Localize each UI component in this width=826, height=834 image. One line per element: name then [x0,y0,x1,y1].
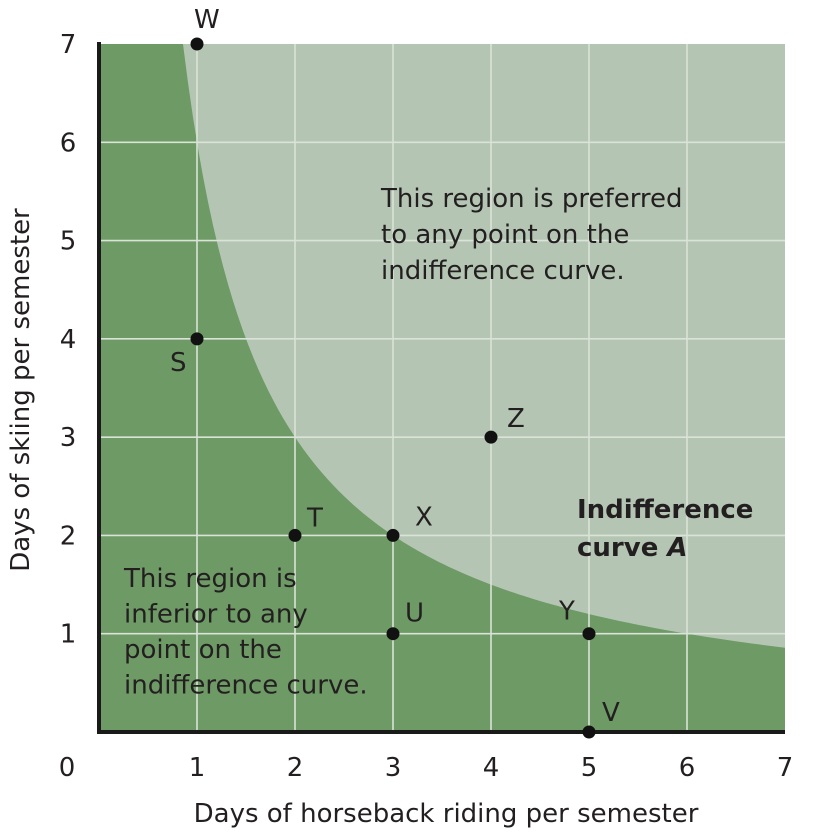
point-label-y: Y [558,597,575,627]
axes [97,42,785,734]
curve-label: Indifference curve A [577,495,753,563]
region-annotations: This region is preferred to any point on … [123,184,683,701]
preferred-region-note: This region is preferred to any point on … [380,184,683,286]
x-axis-title: Days of horseback riding per semester [194,799,699,829]
point-label-u: U [405,599,424,629]
curve-label-italic: A [665,533,687,563]
inferior-note-line: point on the [124,635,282,665]
point-label-v: V [602,698,620,728]
point-x [386,528,400,542]
x-tick-labels: 0 1 2 3 4 5 6 7 [59,753,794,783]
curve-label-line: Indifference [577,495,753,525]
inferior-note-line: inferior to any [124,600,308,630]
point-v [582,725,596,739]
x-tick-label: 4 [483,753,500,783]
x-tick-label: 6 [679,753,696,783]
x-tick-label: 1 [189,753,206,783]
data-points: W S Z T X U Y V [170,5,620,739]
point-label-x: X [415,502,433,532]
y-tick-labels: 1 2 3 4 5 6 7 [60,30,77,650]
x-tick-label: 3 [385,753,402,783]
point-s [190,332,204,346]
y-tick-label: 5 [60,227,77,257]
y-tick-label: 6 [60,128,77,158]
point-t [288,528,302,542]
y-tick-label: 4 [60,325,77,355]
preferred-note-line: to any point on the [381,220,629,250]
point-label-w: W [194,5,220,35]
inferior-note-line: This region is [123,564,297,594]
point-label-t: T [306,503,323,533]
x-tick-label: 2 [287,753,304,783]
inferior-region-note: This region is inferior to any point on th… [123,564,368,701]
preferred-note-line: This region is preferred [380,184,683,214]
curve-label-text: curve [577,533,667,563]
inferior-region-fill [99,44,785,732]
point-z [484,430,498,444]
y-tick-label: 3 [60,423,77,453]
grid-lines [99,44,785,732]
x-tick-label: 0 [59,753,76,783]
inferior-note-line: indifference curve. [124,671,368,701]
x-tick-label: 7 [777,753,794,783]
point-label-s: S [170,348,187,378]
y-tick-label: 7 [60,30,77,60]
y-tick-label: 1 [60,620,77,650]
y-axis-title: Days of skiing per semester [6,208,36,572]
point-label-z: Z [507,404,525,434]
point-w [190,37,204,51]
curve-label-line: curve A [577,533,688,563]
inferior-region [99,44,785,732]
x-tick-label: 5 [581,753,598,783]
y-tick-label: 2 [60,521,77,551]
preferred-note-line: indifference curve. [381,256,625,286]
point-u [386,627,400,641]
point-y [582,627,596,641]
